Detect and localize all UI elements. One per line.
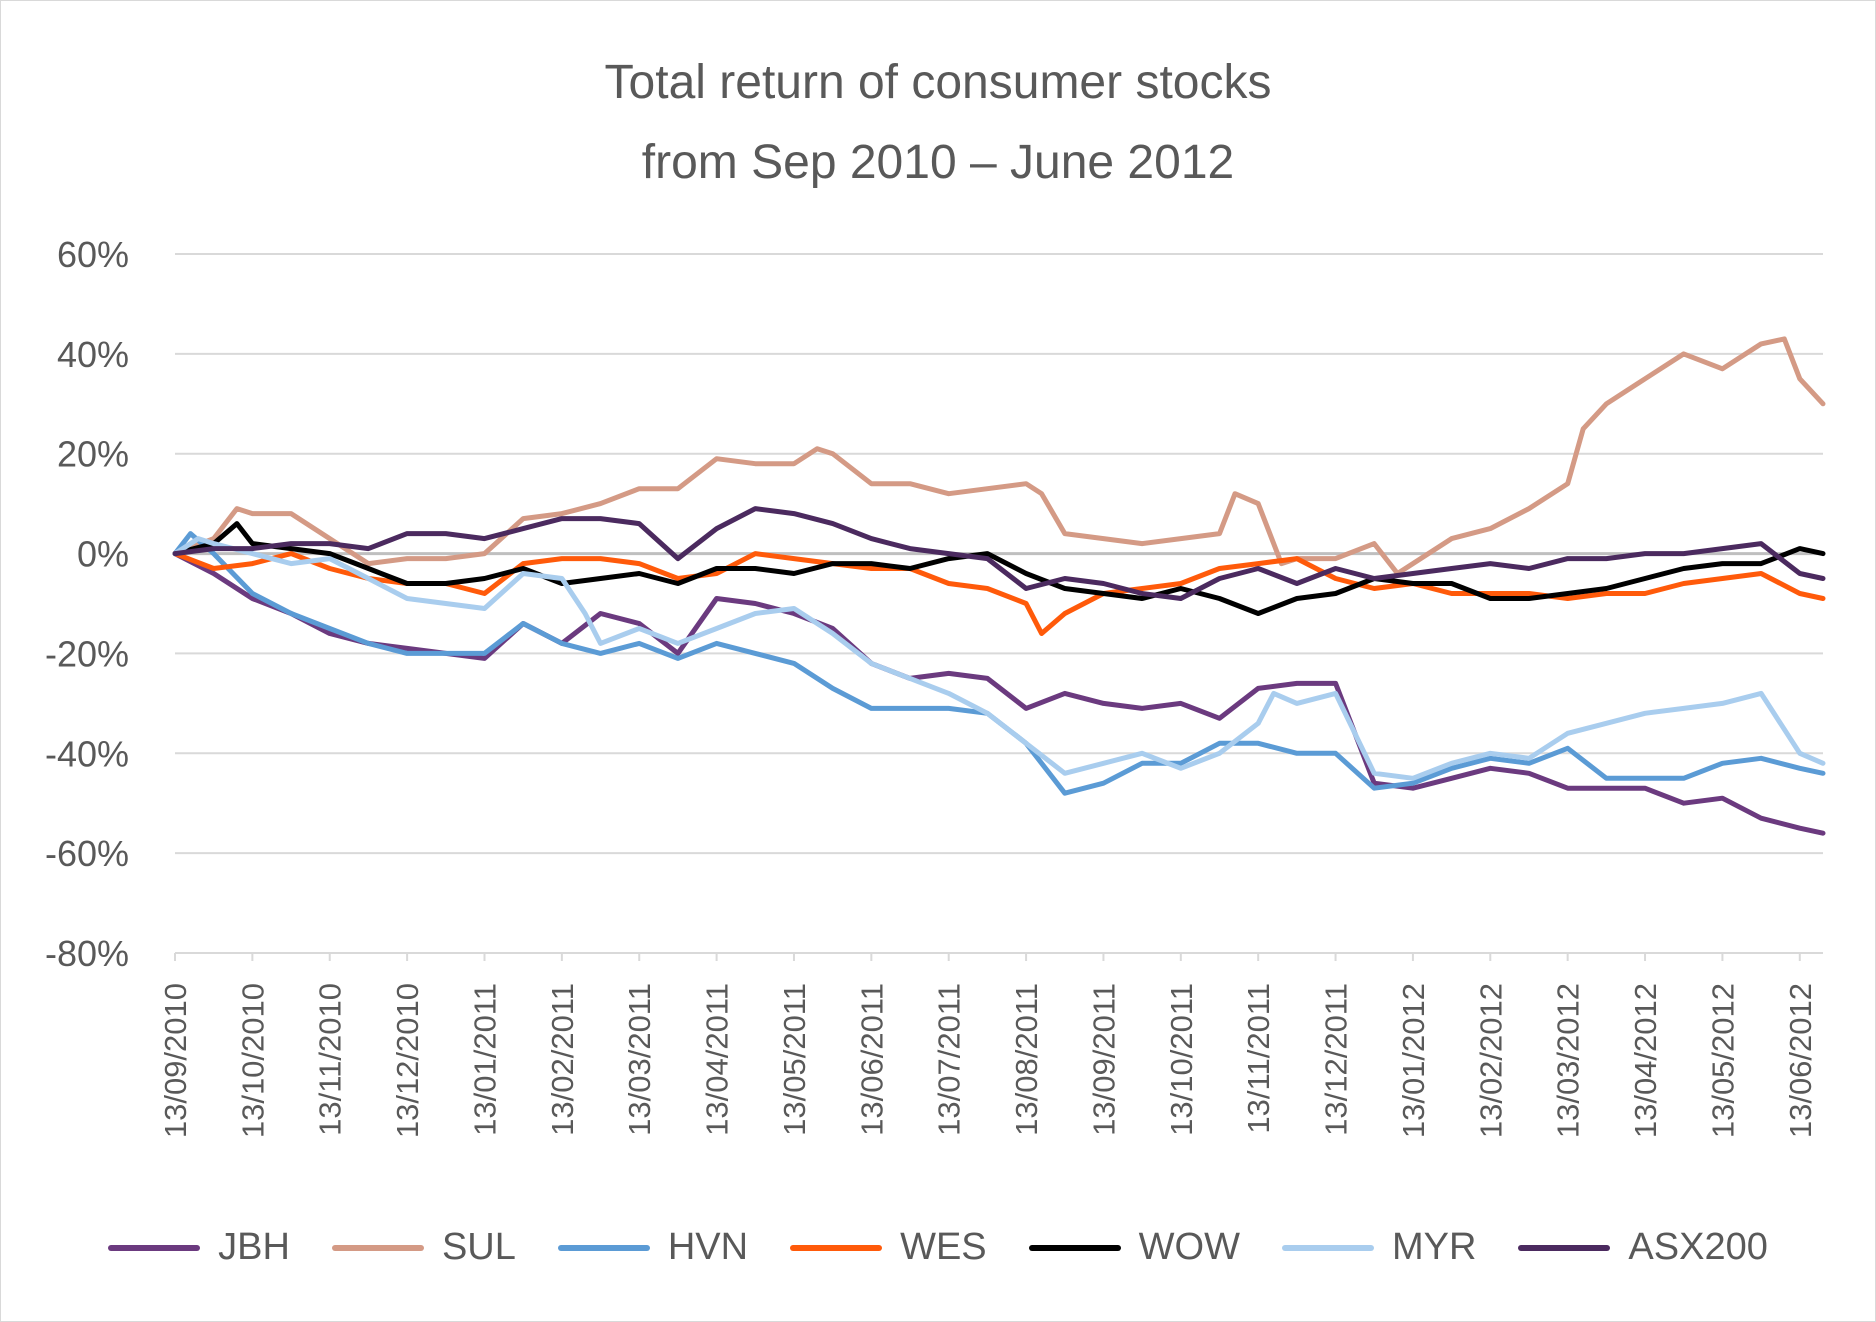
series-line-myr (172, 536, 1826, 781)
y-tick-label: 40% (57, 334, 129, 375)
x-tick-label: 13/03/2011 (622, 983, 657, 1136)
series-line-wow (172, 521, 1826, 616)
legend-item-wes: WES (790, 1226, 987, 1269)
y-tick-label: -80% (45, 933, 129, 974)
legend-label: ASX200 (1628, 1226, 1768, 1268)
chart-title-line-1: Total return of consumer stocks (604, 56, 1272, 109)
x-tick-label: 13/06/2012 (1783, 983, 1818, 1138)
x-tick-label: 13/01/2012 (1396, 983, 1431, 1138)
legend-item-hvn: HVN (557, 1226, 749, 1269)
y-tick-label: -60% (45, 833, 129, 874)
x-tick-label: 13/02/2012 (1473, 983, 1508, 1138)
x-tick-label: 13/11/2011 (1241, 983, 1276, 1134)
x-tick-label: 13/05/2011 (777, 983, 812, 1136)
x-tick-label: 13/07/2011 (932, 983, 967, 1136)
legend-item-asx200: ASX200 (1518, 1226, 1768, 1269)
legend-label: MYR (1391, 1226, 1477, 1268)
legend-swatch (1281, 1244, 1374, 1251)
y-tick-label: 60% (57, 234, 129, 275)
y-tick-label: 20% (57, 434, 129, 475)
x-tick-label: 13/10/2010 (235, 983, 270, 1138)
legend-item-jbh: JBH (108, 1226, 290, 1269)
legend-label: SUL (441, 1226, 516, 1268)
x-tick-label: 13/04/2011 (700, 983, 735, 1136)
chart-title-line-2: from Sep 2010 – June 2012 (641, 136, 1235, 189)
x-tick-label: 13/09/2011 (1086, 983, 1121, 1136)
legend-label: WES (900, 1226, 987, 1268)
legend: JBH SUL HVN WES WOW MYR ASX200 (1, 1226, 1875, 1269)
x-tick-label: 13/08/2011 (1009, 983, 1044, 1136)
x-tick-label: 13/11/2010 (313, 983, 348, 1136)
legend-item-sul: SUL (331, 1226, 516, 1269)
x-tick-label: 13/04/2012 (1628, 983, 1663, 1138)
x-tick-label: 13/10/2011 (1164, 983, 1199, 1136)
x-tick-label: 13/06/2011 (854, 983, 889, 1136)
legend-swatch (790, 1244, 883, 1251)
y-tick-label: -20% (45, 633, 129, 674)
x-tick-label: 13/05/2012 (1705, 983, 1740, 1138)
legend-swatch (108, 1244, 201, 1251)
y-tick-label: -40% (45, 733, 129, 774)
legend-item-myr: MYR (1281, 1226, 1477, 1269)
legend-label: WOW (1138, 1226, 1240, 1268)
legend-item-wow: WOW (1028, 1226, 1240, 1269)
legend-label: HVN (667, 1226, 749, 1268)
x-tick-label: 13/03/2012 (1551, 983, 1586, 1138)
legend-swatch (331, 1244, 424, 1251)
x-tick-label: 13/12/2010 (390, 983, 425, 1138)
x-tick-label: 13/02/2011 (545, 983, 580, 1136)
legend-swatch (1518, 1244, 1611, 1251)
series-line-asx200 (172, 506, 1826, 601)
legend-swatch (1028, 1244, 1121, 1251)
x-tick-label: 13/09/2010 (158, 983, 193, 1138)
series-line-sul (172, 336, 1826, 576)
x-tick-label: 13/12/2011 (1319, 983, 1354, 1136)
y-tick-label: 0% (77, 534, 129, 575)
chart-title: Total return of consumer stocks from Sep… (1, 43, 1875, 203)
legend-swatch (557, 1244, 650, 1251)
x-tick-label: 13/01/2011 (467, 983, 502, 1136)
legend-label: JBH (218, 1226, 290, 1268)
